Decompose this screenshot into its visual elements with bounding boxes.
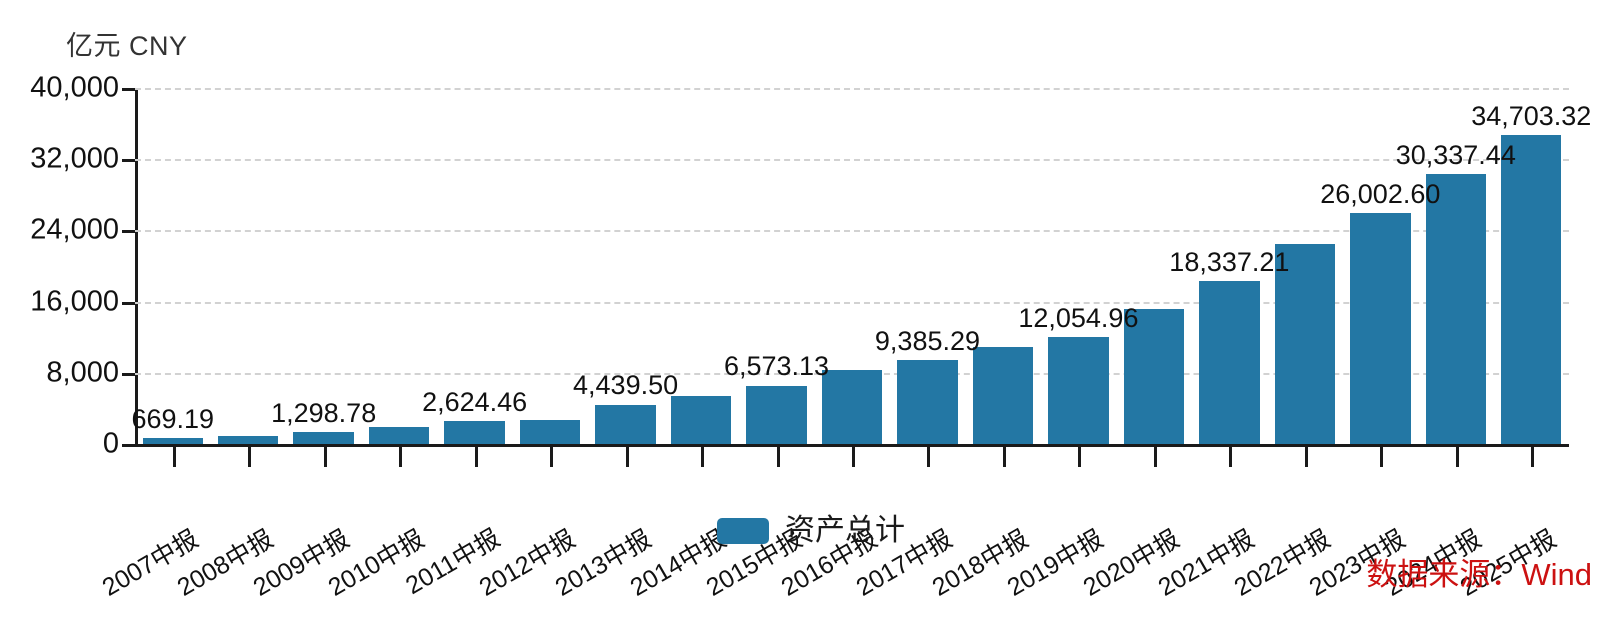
legend[interactable]: 资产总计	[0, 515, 1622, 547]
bar[interactable]	[444, 420, 505, 444]
x-axis-tick-mark	[1002, 447, 1006, 467]
bar[interactable]	[1123, 309, 1185, 444]
bar-value-label: 669.19	[131, 404, 215, 435]
bar[interactable]	[746, 385, 807, 444]
bar[interactable]	[519, 419, 581, 444]
y-axis-tick-label: 16,000	[30, 285, 119, 318]
bar[interactable]	[368, 427, 430, 444]
bar[interactable]	[897, 360, 958, 444]
x-axis-tick-mark	[1304, 447, 1308, 467]
plot-area: 0 8,000 16,000 24,000 32,000 40,000 669.19 1,2…	[30, 73, 1591, 602]
bar-value-label: 34,703.32	[1471, 101, 1592, 132]
x-axis-tick-mark	[172, 447, 176, 467]
y-axis-tick-mark	[122, 372, 135, 376]
x-axis-tick-mark	[323, 447, 327, 467]
y-axis-tick-label: 0	[102, 427, 119, 460]
bar[interactable]	[218, 435, 279, 444]
x-axis-tick-mark	[1153, 447, 1157, 467]
y-axis-tick-label: 24,000	[30, 213, 119, 246]
legend-swatch-icon	[717, 518, 769, 544]
y-axis-tick-mark	[122, 88, 135, 91]
bar-value-label: 1,298.78	[271, 398, 377, 429]
bar[interactable]	[1501, 135, 1562, 444]
y-axis-tick-mark	[122, 301, 135, 305]
bar[interactable]	[1199, 280, 1260, 444]
bar-value-label: 9,385.29	[874, 326, 981, 357]
y-axis-unit-caption: 亿元 CNY	[66, 31, 188, 61]
bar[interactable]	[1274, 243, 1336, 444]
y-axis-tick-mark	[122, 230, 135, 234]
x-axis-tick-mark	[625, 447, 629, 467]
bar[interactable]	[670, 395, 732, 444]
bar-value-label: 12,054.96	[1018, 302, 1139, 333]
y-axis-tick-mark	[122, 444, 135, 447]
gridline	[135, 159, 1569, 162]
bar[interactable]	[595, 404, 656, 444]
gridline	[135, 301, 1569, 304]
legend-item-label: 资产总计	[785, 514, 905, 547]
bar-value-label: 30,337.44	[1395, 139, 1516, 170]
y-axis-tick-label: 40,000	[30, 71, 119, 104]
y-axis-tick-label: 32,000	[30, 142, 119, 175]
x-axis-tick-mark	[776, 447, 780, 467]
x-axis-tick-mark	[1455, 447, 1459, 467]
data-source-note: 数据来源：Wind	[1366, 557, 1592, 592]
bar[interactable]	[821, 370, 883, 444]
y-axis-line	[135, 88, 138, 444]
x-axis-line	[135, 444, 1569, 447]
y-axis-tick-label: 8,000	[46, 356, 119, 389]
bar-value-label: 26,002.60	[1320, 178, 1441, 209]
y-axis-tick-mark	[122, 159, 135, 163]
x-axis-tick-mark	[474, 447, 478, 467]
x-axis-tick-mark	[1078, 447, 1082, 467]
x-axis-tick-mark	[1531, 447, 1535, 467]
bar[interactable]	[1350, 212, 1411, 444]
bar[interactable]	[142, 438, 203, 444]
x-axis-tick-mark	[248, 447, 252, 467]
x-axis-tick-mark	[852, 447, 855, 467]
x-axis-tick-mark	[1229, 447, 1233, 467]
x-axis-tick-mark	[1380, 447, 1384, 467]
gridline	[135, 230, 1569, 233]
x-axis-tick-mark	[550, 447, 554, 467]
bar[interactable]	[972, 347, 1034, 444]
bar-value-label: 18,337.21	[1169, 246, 1290, 277]
bar[interactable]	[1425, 174, 1486, 444]
x-axis-tick-mark	[927, 447, 931, 467]
bar[interactable]	[293, 432, 354, 444]
bar-value-label: 6,573.13	[723, 351, 830, 382]
bar-value-label: 2,624.46	[422, 386, 528, 417]
bar[interactable]	[1048, 336, 1109, 444]
bar-value-label: 4,439.50	[573, 370, 679, 401]
x-axis-tick-mark	[399, 447, 403, 467]
x-axis-tick-mark	[701, 447, 705, 467]
gridline	[135, 88, 1569, 90]
